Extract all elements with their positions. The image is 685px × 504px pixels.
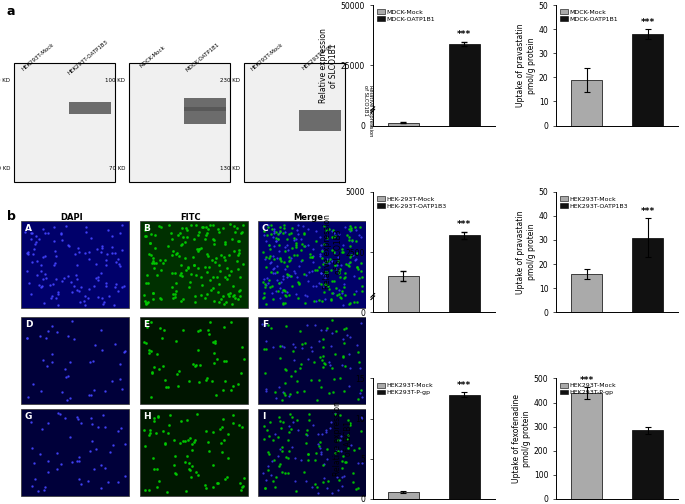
Bar: [571, 80, 602, 125]
Text: G: G: [25, 412, 32, 421]
FancyBboxPatch shape: [14, 63, 114, 182]
FancyBboxPatch shape: [140, 409, 247, 496]
FancyBboxPatch shape: [69, 102, 110, 114]
Text: ***: ***: [458, 381, 471, 390]
Text: 230 KD: 230 KD: [221, 78, 240, 83]
Legend: MDCK-Mock, MDCK-OATP1B1: MDCK-Mock, MDCK-OATP1B1: [559, 8, 620, 23]
Text: ***: ***: [458, 30, 471, 39]
Text: Relative expression
of SLCO1B1: Relative expression of SLCO1B1: [362, 85, 373, 137]
FancyBboxPatch shape: [21, 317, 129, 404]
Text: ***: ***: [458, 220, 471, 229]
Text: C: C: [262, 224, 269, 233]
Text: B: B: [143, 224, 150, 233]
Text: a: a: [7, 5, 15, 18]
Text: 70 KD: 70 KD: [0, 165, 10, 170]
Y-axis label: Uptake of fexofenadine
pmol/g protein: Uptake of fexofenadine pmol/g protein: [512, 394, 531, 483]
Text: HEK293T-OATP1B3: HEK293T-OATP1B3: [66, 39, 109, 76]
Text: 70 KD: 70 KD: [109, 165, 125, 170]
FancyBboxPatch shape: [258, 409, 366, 496]
Bar: [571, 393, 602, 499]
Text: b: b: [7, 210, 16, 223]
FancyBboxPatch shape: [140, 221, 247, 308]
Text: HEK293T-Mock: HEK293T-Mock: [251, 42, 285, 72]
Text: D: D: [25, 320, 32, 329]
FancyBboxPatch shape: [258, 317, 366, 404]
Text: A: A: [25, 224, 32, 233]
FancyBboxPatch shape: [21, 221, 129, 308]
Text: E: E: [143, 320, 149, 329]
Text: Merge: Merge: [294, 213, 323, 222]
Bar: [632, 237, 663, 312]
FancyBboxPatch shape: [184, 107, 225, 124]
Text: 130 KD: 130 KD: [221, 165, 240, 170]
Bar: [449, 395, 479, 499]
Text: 100 KD: 100 KD: [105, 78, 125, 83]
Text: MDCK-OATP1B1: MDCK-OATP1B1: [185, 42, 221, 73]
Legend: HEK293T-Mock, HEK293T-P-gp: HEK293T-Mock, HEK293T-P-gp: [559, 382, 618, 397]
Legend: MDCK-Mock, MDCK-OATP1B1: MDCK-Mock, MDCK-OATP1B1: [376, 8, 436, 23]
Y-axis label: Relative expression
of SLCO1B1: Relative expression of SLCO1B1: [319, 28, 338, 103]
Y-axis label: Relative expression
of ABCB1: Relative expression of ABCB1: [334, 401, 353, 476]
Text: HEK293T-P-gp: HEK293T-P-gp: [301, 43, 334, 72]
Bar: [388, 492, 419, 499]
FancyBboxPatch shape: [299, 110, 340, 131]
Text: MDCK-Mock: MDCK-Mock: [139, 45, 166, 69]
Y-axis label: Relative expression
of SLCO1B3: Relative expression of SLCO1B3: [323, 215, 343, 289]
Text: ***: ***: [640, 18, 655, 27]
Text: ***: ***: [580, 375, 594, 385]
Legend: HEK293T-Mock, HEK293T-OATP1B3: HEK293T-Mock, HEK293T-OATP1B3: [559, 195, 630, 210]
FancyBboxPatch shape: [140, 317, 247, 404]
Text: FITC: FITC: [179, 213, 201, 222]
Text: HEK293T-Mock: HEK293T-Mock: [21, 42, 55, 72]
Bar: [388, 276, 419, 312]
Bar: [449, 43, 479, 125]
Text: ***: ***: [640, 207, 655, 216]
Text: I: I: [262, 412, 265, 421]
Bar: [449, 235, 479, 312]
FancyBboxPatch shape: [244, 63, 345, 182]
Legend: HEK293T-Mock, HEK293T-P-gp: HEK293T-Mock, HEK293T-P-gp: [376, 382, 434, 397]
Legend: HEK-293T-Mock, HEK-293T-OATP1B3: HEK-293T-Mock, HEK-293T-OATP1B3: [376, 195, 448, 210]
Bar: [388, 122, 419, 125]
Bar: [571, 274, 602, 312]
Y-axis label: Uptake of pravastatin
pmol/g protein: Uptake of pravastatin pmol/g protein: [516, 24, 536, 107]
FancyBboxPatch shape: [258, 221, 366, 308]
FancyBboxPatch shape: [184, 98, 225, 111]
FancyBboxPatch shape: [129, 63, 229, 182]
Text: DAPI: DAPI: [60, 213, 83, 222]
FancyBboxPatch shape: [21, 409, 129, 496]
Bar: [632, 34, 663, 125]
Y-axis label: Uptake of pravastatin
pmol/g protein: Uptake of pravastatin pmol/g protein: [516, 210, 536, 294]
Text: H: H: [143, 412, 151, 421]
Text: F: F: [262, 320, 268, 329]
Bar: [632, 430, 663, 499]
Text: 140 KD: 140 KD: [0, 78, 10, 83]
